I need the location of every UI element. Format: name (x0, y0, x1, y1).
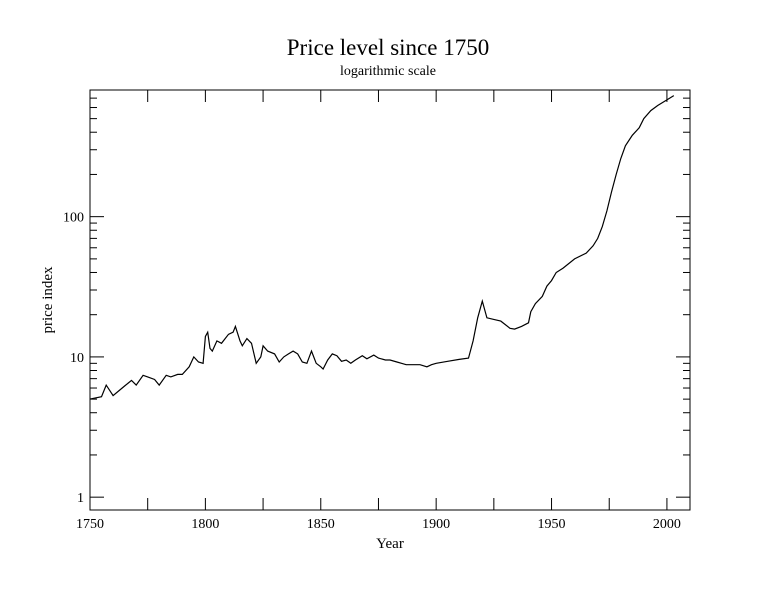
x-tick-label: 1850 (307, 517, 335, 532)
price-index-line (89, 95, 675, 400)
chart-subtitle: logarithmic scale (340, 64, 436, 79)
x-tick-label: 1900 (422, 517, 450, 532)
y-tick-label: 1 (77, 491, 84, 506)
y-tick-label: 100 (63, 211, 84, 226)
plot-frame (89, 89, 691, 511)
y-tick-label: 10 (70, 351, 84, 366)
x-tick-label: 1950 (538, 517, 566, 532)
chart-title: Price level since 1750 (287, 35, 489, 60)
y-axis-label: price index (40, 266, 56, 334)
x-axis-label: Year (376, 536, 404, 552)
x-tick-label: 2000 (653, 517, 681, 532)
x-tick-label: 1800 (191, 517, 219, 532)
x-tick-label: 1750 (76, 517, 104, 532)
